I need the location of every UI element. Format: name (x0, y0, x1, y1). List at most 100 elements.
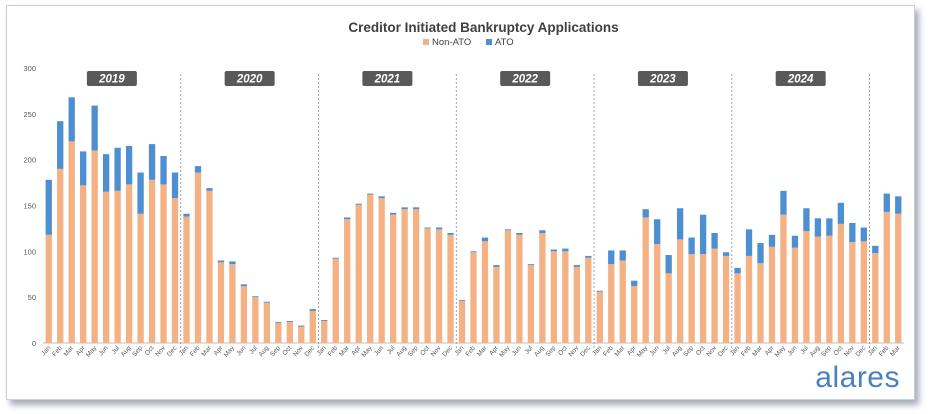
x-tick-label: Jan (729, 344, 741, 357)
y-tick-label: 200 (23, 156, 36, 165)
bar-non-ato (539, 233, 546, 343)
bar-ato (206, 188, 213, 191)
bar-ato (849, 222, 856, 243)
bar-non-ato (803, 231, 810, 343)
bar-non-ato (206, 190, 213, 343)
bar-non-ato (665, 273, 672, 343)
x-tick-label: Jan (178, 344, 190, 357)
bar-ato (332, 257, 339, 259)
y-tick-label: 150 (23, 202, 36, 211)
bar-non-ato (654, 244, 661, 343)
bar-non-ato (676, 239, 684, 343)
bar-ato (745, 229, 753, 256)
bar-ato (791, 235, 799, 248)
x-tick-label: Nov (154, 344, 167, 358)
bar-non-ato (401, 209, 408, 343)
bar-ato (562, 248, 569, 252)
year-label: 2019 (98, 74, 125, 86)
bar-non-ato (424, 228, 431, 343)
bar-non-ato (45, 234, 52, 343)
year-label-box (775, 71, 826, 86)
bar-non-ato (573, 266, 580, 343)
bar-non-ato (286, 321, 293, 343)
bar-non-ato (585, 257, 592, 343)
bar-non-ato (688, 254, 695, 343)
bar-ato (435, 227, 443, 230)
bar-ato (619, 250, 626, 261)
bar-ato (160, 156, 167, 185)
bar-ato (757, 243, 764, 264)
bar-non-ato (699, 254, 707, 343)
bar-ato (527, 264, 535, 266)
x-tick-label: Feb (740, 344, 753, 357)
bar-non-ato (814, 236, 822, 343)
bar-non-ato (826, 235, 833, 343)
year-label: 2021 (374, 74, 401, 86)
bar-non-ato (240, 286, 248, 343)
bar-non-ato (344, 219, 351, 343)
bar-non-ato (745, 255, 753, 343)
bar-ato (883, 193, 890, 212)
bar-non-ato (711, 248, 718, 343)
x-tick-label: Feb (51, 344, 64, 357)
bar-non-ato (435, 229, 443, 343)
bar-non-ato (91, 150, 98, 343)
x-tick-label: Nov (843, 344, 856, 358)
bar-non-ato (527, 265, 535, 343)
bar-non-ato (321, 321, 328, 343)
x-tick-label: Sep (545, 345, 558, 359)
bar-ato (608, 250, 615, 265)
bar-non-ato (895, 213, 902, 343)
bar-ato (80, 151, 87, 186)
x-tick-label: Sep (820, 345, 833, 359)
bar-non-ato (470, 252, 477, 343)
x-tick-label: Oct (695, 345, 707, 357)
x-tick-label: Mar (751, 344, 764, 358)
bar-non-ato (596, 291, 603, 343)
bar-ato (217, 260, 225, 263)
year-label: 2022 (511, 74, 538, 86)
bar-non-ato (883, 211, 890, 343)
x-tick-label: May (360, 344, 374, 358)
bar-ato (401, 207, 408, 210)
x-tick-label: Mar (614, 344, 627, 358)
bar-ato (481, 237, 489, 242)
x-tick-label: Sep (269, 345, 282, 359)
bar-ato (45, 179, 52, 235)
bar-ato (872, 245, 879, 254)
bar-ato (114, 147, 121, 191)
bar-ato (803, 208, 810, 232)
bar-ato (539, 230, 546, 233)
bar-ato (676, 208, 684, 240)
bar-non-ato (458, 300, 466, 343)
bar-ato (367, 193, 374, 195)
bar-non-ato (217, 262, 225, 343)
bar-ato (298, 325, 305, 327)
bar-non-ato (183, 216, 190, 343)
x-tick-label: Nov (292, 344, 305, 358)
bar-ato (837, 202, 845, 224)
bar-ato (148, 144, 156, 180)
x-tick-label: May (636, 344, 650, 358)
x-tick-label: Dec (304, 344, 317, 358)
bar-non-ato (57, 168, 64, 343)
bar-ato (68, 97, 75, 142)
bar-ato (91, 105, 98, 151)
bar-ato (642, 209, 649, 218)
bar-non-ato (252, 297, 259, 343)
bar-non-ato (837, 223, 845, 343)
bar-non-ato (642, 217, 649, 343)
bar-non-ato (125, 184, 133, 343)
x-tick-label: Oct (557, 345, 569, 357)
bar-non-ato (194, 172, 202, 343)
x-tick-label: Feb (189, 344, 202, 357)
legend-swatch-ato (486, 39, 492, 45)
x-tick-label: May (498, 344, 512, 358)
bar-non-ato (791, 247, 799, 343)
x-tick-label: Jun (786, 344, 798, 357)
bar-non-ato (722, 255, 730, 343)
x-tick-label: Oct (419, 345, 431, 357)
x-tick-label: Jun (235, 344, 247, 357)
bar-ato (183, 213, 190, 217)
bar-ato (194, 166, 202, 173)
